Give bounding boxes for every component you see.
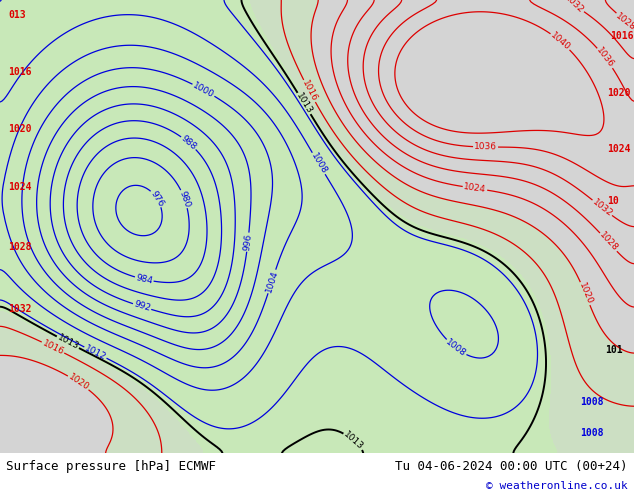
Text: 1036: 1036 — [595, 46, 616, 70]
Text: 1016: 1016 — [8, 67, 32, 77]
Text: 1013: 1013 — [294, 91, 314, 116]
Text: 1008: 1008 — [444, 337, 468, 359]
Text: 1008: 1008 — [580, 397, 604, 407]
Text: 1028: 1028 — [597, 231, 619, 254]
Text: 1012: 1012 — [83, 343, 108, 362]
Text: 1016: 1016 — [610, 31, 633, 41]
Text: 976: 976 — [148, 189, 165, 208]
Text: 1016: 1016 — [300, 79, 319, 103]
Text: 996: 996 — [242, 233, 254, 251]
Text: 1020: 1020 — [8, 124, 32, 134]
Text: 10: 10 — [607, 196, 619, 206]
Text: 1024: 1024 — [8, 182, 32, 193]
Text: 1040: 1040 — [549, 30, 572, 52]
Text: © weatheronline.co.uk: © weatheronline.co.uk — [486, 481, 628, 490]
Text: 1008: 1008 — [580, 428, 604, 438]
Text: 1020: 1020 — [67, 372, 91, 392]
Text: 1020: 1020 — [577, 281, 594, 306]
Text: 1024: 1024 — [607, 145, 630, 154]
Text: 1036: 1036 — [474, 142, 497, 152]
Text: 1013: 1013 — [342, 430, 365, 452]
Text: 1013: 1013 — [56, 333, 80, 352]
Text: 1000: 1000 — [191, 80, 216, 99]
Text: Tu 04-06-2024 00:00 UTC (00+24): Tu 04-06-2024 00:00 UTC (00+24) — [395, 460, 628, 473]
Text: 1004: 1004 — [264, 269, 280, 294]
Text: 980: 980 — [178, 189, 191, 209]
Text: 1028: 1028 — [614, 11, 634, 32]
Text: 1016: 1016 — [41, 339, 65, 357]
Text: 1024: 1024 — [463, 182, 487, 195]
Text: 013: 013 — [8, 10, 25, 21]
Text: 992: 992 — [133, 300, 152, 314]
Text: Surface pressure [hPa] ECMWF: Surface pressure [hPa] ECMWF — [6, 460, 216, 473]
Text: 1020: 1020 — [607, 88, 630, 98]
Text: 1032: 1032 — [8, 304, 32, 314]
Text: 984: 984 — [135, 273, 153, 286]
Text: 101: 101 — [605, 345, 623, 355]
Text: 988: 988 — [179, 134, 198, 152]
Text: 1008: 1008 — [309, 151, 328, 176]
Text: 1032: 1032 — [563, 0, 586, 15]
Text: 1028: 1028 — [8, 242, 32, 252]
Text: 1032: 1032 — [590, 197, 614, 219]
